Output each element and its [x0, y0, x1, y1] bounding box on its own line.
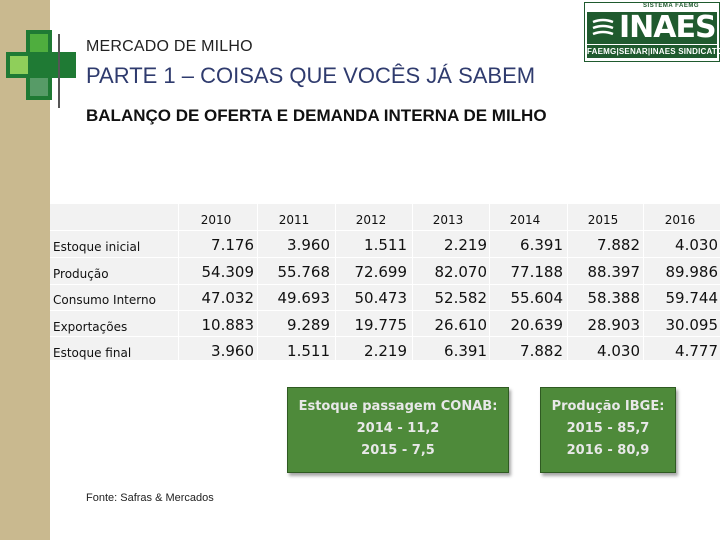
table-cell: 6.391 [520, 236, 563, 254]
table-cell: 4.030 [597, 342, 640, 360]
table-cell: 55.604 [510, 289, 564, 307]
table-cell: 1.511 [287, 342, 330, 360]
row-label: Estoque inicial [53, 240, 141, 254]
logo-top-text: SISTEMA FAEMG [643, 3, 699, 9]
ibge-callout-line: 2015 - 85,7 [566, 421, 650, 436]
table-cell: 7.882 [520, 342, 563, 360]
col-divider [412, 204, 413, 360]
table-cell: 4.777 [675, 342, 718, 360]
page-subtitle: PARTE 1 – COISAS QUE VOCÊS JÁ SABEM [86, 63, 536, 88]
table-cell: 6.391 [444, 342, 487, 360]
table-cell: 50.473 [354, 289, 408, 307]
table-cell: 10.883 [201, 316, 255, 334]
conab-callout-title: Estoque passagem CONAB: [298, 399, 498, 414]
col-divider [489, 204, 490, 360]
table-cell: 20.639 [510, 316, 564, 334]
row-divider [50, 336, 720, 337]
table-cell: 52.582 [434, 289, 488, 307]
year-header: 2015 [587, 213, 619, 227]
section-heading: BALANÇO DE OFERTA E DEMANDA INTERNA DE M… [86, 106, 547, 125]
ibge-callout: Produção IBGE: 2015 - 85,7 2016 - 80,9 [540, 387, 676, 473]
conab-callout-line: 2014 - 11,2 [356, 421, 440, 436]
row-label: Produção [53, 267, 109, 281]
logo-word: INAES [619, 10, 717, 45]
year-header: 2014 [509, 213, 541, 227]
row-label: Exportações [53, 320, 128, 334]
table-cell: 1.511 [364, 236, 407, 254]
row-divider [50, 284, 720, 285]
year-header: 2011 [278, 213, 310, 227]
title-divider [58, 34, 60, 108]
table-cell: 7.176 [211, 236, 254, 254]
table-cell: 88.397 [587, 263, 641, 281]
table-cell: 3.960 [287, 236, 330, 254]
row-divider [50, 310, 720, 311]
table-cell: 89.986 [665, 263, 719, 281]
table-cell: 4.030 [675, 236, 718, 254]
row-divider [50, 257, 720, 258]
year-header: 2013 [432, 213, 464, 227]
ibge-callout-line: 2016 - 80,9 [566, 443, 650, 458]
table-cell: 2.219 [364, 342, 407, 360]
table-cell: 82.070 [434, 263, 488, 281]
table-cell: 55.768 [277, 263, 331, 281]
logo-band: INAES [587, 12, 717, 44]
conab-callout: Estoque passagem CONAB: 2014 - 11,2 2015… [287, 387, 509, 473]
table-cell: 30.095 [665, 316, 719, 334]
conab-callout-line: 2015 - 7,5 [361, 443, 435, 458]
table-cell: 58.388 [587, 289, 641, 307]
table-cell: 2.219 [444, 236, 487, 254]
row-label: Estoque final [53, 346, 132, 360]
table-cell: 49.693 [277, 289, 331, 307]
field-icon [592, 18, 614, 36]
table-cell: 3.960 [211, 342, 254, 360]
col-divider [257, 204, 258, 360]
year-header: 2016 [664, 213, 696, 227]
table-cell: 26.610 [434, 316, 488, 334]
inaes-logo: SISTEMA FAEMG INAES FAEMG|SENAR|INAES SI… [584, 2, 720, 62]
row-divider [50, 230, 720, 231]
col-divider [335, 204, 336, 360]
ibge-callout-title: Produção IBGE: [551, 399, 665, 414]
source-note: Fonte: Safras & Mercados [86, 492, 214, 504]
table-cell: 59.744 [665, 289, 719, 307]
col-divider [178, 204, 179, 360]
table-cell: 9.289 [287, 316, 330, 334]
table-cell: 77.188 [510, 263, 564, 281]
table-cell: 47.032 [201, 289, 255, 307]
table-cell: 19.775 [354, 316, 408, 334]
table-cell: 72.699 [354, 263, 408, 281]
table-cell: 7.882 [597, 236, 640, 254]
col-divider [643, 204, 644, 360]
table-cell: 28.903 [587, 316, 641, 334]
col-divider [567, 204, 568, 360]
logo-bottom-text: FAEMG|SENAR|INAES SINDICATOS [587, 45, 720, 58]
page-title: MERCADO DE MILHO [86, 38, 253, 55]
year-header: 2012 [355, 213, 387, 227]
year-header: 2010 [200, 213, 232, 227]
cross-logo-icon [6, 30, 76, 100]
table-cell: 54.309 [201, 263, 255, 281]
row-label: Consumo Interno [53, 293, 156, 307]
